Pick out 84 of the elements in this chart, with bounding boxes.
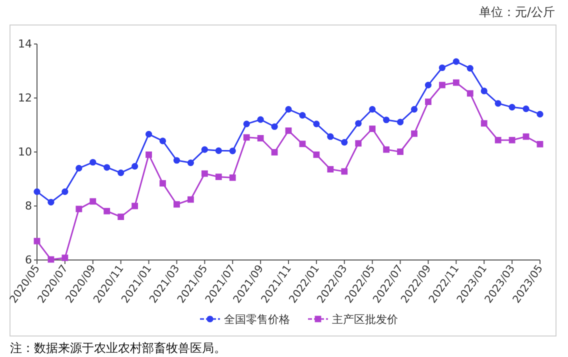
point	[187, 196, 194, 203]
point	[90, 198, 96, 205]
point	[341, 168, 348, 175]
point	[411, 130, 418, 137]
text: 注：数据来源于农业农村部畜牧兽医局。	[10, 341, 226, 355]
point	[397, 148, 404, 155]
point	[508, 104, 516, 110]
point	[48, 198, 54, 206]
point	[62, 254, 68, 262]
point	[271, 149, 278, 156]
point	[76, 206, 82, 212]
y-tick-label: 6	[25, 254, 32, 266]
point	[201, 170, 208, 177]
point	[508, 136, 516, 144]
point	[187, 160, 194, 166]
point	[201, 146, 208, 153]
point	[369, 126, 376, 132]
point	[145, 130, 152, 138]
point	[132, 202, 138, 210]
point	[215, 147, 222, 154]
point	[285, 106, 292, 113]
point	[104, 164, 110, 171]
point	[341, 138, 348, 146]
point	[118, 214, 124, 220]
point	[62, 188, 68, 195]
legend-label: 主产区批发价	[332, 313, 398, 326]
legend-label: 全国零售价格	[224, 313, 290, 326]
point	[299, 112, 306, 119]
point	[76, 164, 82, 172]
legend-item: 主产区批发价	[308, 313, 398, 326]
point	[146, 152, 152, 158]
legend-item: 全国零售价格	[200, 313, 290, 326]
point	[452, 79, 460, 86]
point	[522, 106, 530, 112]
point	[34, 188, 40, 195]
point	[299, 140, 306, 148]
point	[104, 208, 110, 214]
point	[313, 152, 320, 158]
point	[243, 120, 250, 128]
point	[369, 106, 376, 113]
point	[355, 120, 362, 127]
point	[34, 238, 40, 244]
point	[215, 174, 222, 180]
point	[425, 98, 432, 105]
point	[466, 65, 474, 72]
point	[229, 148, 236, 154]
point	[536, 110, 544, 118]
point	[355, 140, 362, 147]
point	[173, 157, 180, 164]
point	[271, 123, 278, 130]
point	[118, 169, 124, 176]
point	[327, 166, 334, 172]
y-axis-title: 单位：元/公斤	[478, 5, 555, 19]
point	[383, 116, 390, 124]
point	[494, 136, 502, 144]
point	[438, 64, 446, 72]
point	[229, 174, 236, 181]
point	[466, 90, 474, 97]
point	[480, 120, 488, 127]
point	[327, 133, 334, 140]
point	[313, 120, 320, 128]
point	[160, 180, 166, 187]
point	[257, 116, 264, 123]
point	[494, 100, 502, 107]
point	[257, 135, 264, 142]
point	[480, 88, 488, 94]
point	[174, 201, 180, 208]
point	[522, 133, 530, 140]
point	[159, 138, 166, 144]
point	[396, 118, 404, 126]
y-tick-label: 8	[25, 200, 32, 212]
point	[243, 134, 250, 141]
point	[438, 82, 446, 88]
point	[536, 140, 544, 148]
point	[424, 82, 432, 88]
point	[132, 163, 138, 170]
point	[452, 58, 460, 65]
point	[90, 158, 96, 166]
y-tick-label: 14	[18, 38, 32, 50]
y-tick-label: 10	[18, 146, 32, 158]
point	[383, 146, 390, 153]
point	[410, 106, 418, 113]
y-tick-label: 12	[18, 92, 32, 104]
point	[285, 127, 292, 134]
